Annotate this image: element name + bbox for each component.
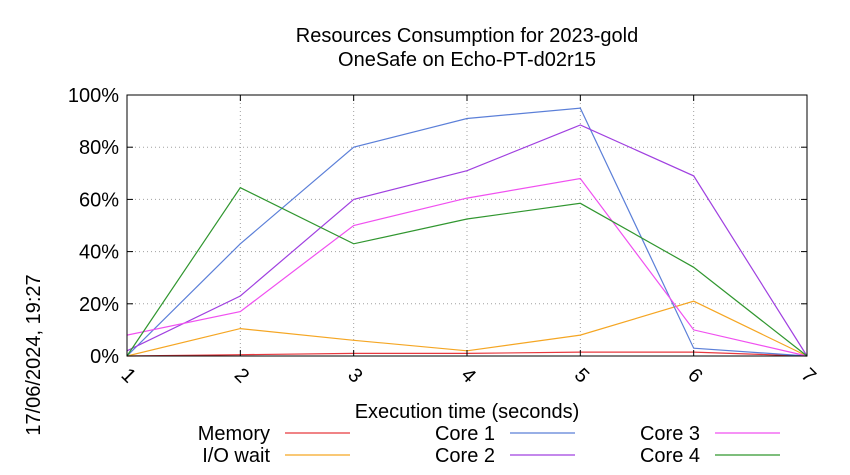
x-tick-label: 3 — [343, 364, 366, 387]
chart-subtitle: OneSafe on Echo-PT-d02r15 — [338, 49, 596, 71]
legend-label: Core 3 — [640, 423, 700, 445]
y-tick-label: 100% — [68, 85, 119, 107]
legend-label: I/O wait — [202, 445, 270, 467]
y-tick-label: 0% — [90, 346, 119, 368]
y-tick-label: 20% — [79, 294, 119, 316]
timestamp-label: 17/06/2024, 19:27 — [23, 274, 45, 435]
x-tick-label: 5 — [570, 364, 593, 387]
y-tick-label: 80% — [79, 137, 119, 159]
series-lines — [126, 107, 808, 357]
series-line-core-3 — [126, 177, 808, 357]
plot-frame — [126, 94, 808, 357]
series-line-core-2 — [126, 124, 808, 357]
x-tick-label: 6 — [683, 364, 706, 387]
x-tick-label: 2 — [230, 364, 253, 387]
legend-label: Memory — [198, 423, 270, 445]
y-tick-label: 40% — [79, 242, 119, 264]
chart-title: Resources Consumption for 2023-gold — [296, 25, 638, 47]
y-tick-label: 60% — [79, 189, 119, 211]
x-axis-ticks: 1 2 3 4 5 6 7 — [117, 95, 820, 387]
y-axis-ticks: 0% 20% 40% 60% 80% 100% — [68, 85, 807, 368]
x-tick-label: 7 — [797, 364, 820, 387]
x-tick-label: 4 — [457, 364, 480, 387]
x-tick-label: 1 — [117, 364, 140, 387]
legend-label: Core 4 — [640, 445, 700, 467]
x-axis-label: Execution time (seconds) — [355, 401, 580, 423]
series-line-core-1 — [126, 107, 808, 357]
legend-label: Core 2 — [435, 445, 495, 467]
grid-lines — [127, 95, 807, 356]
series-line-core-4 — [126, 186, 808, 357]
legend-label: Core 1 — [435, 423, 495, 445]
